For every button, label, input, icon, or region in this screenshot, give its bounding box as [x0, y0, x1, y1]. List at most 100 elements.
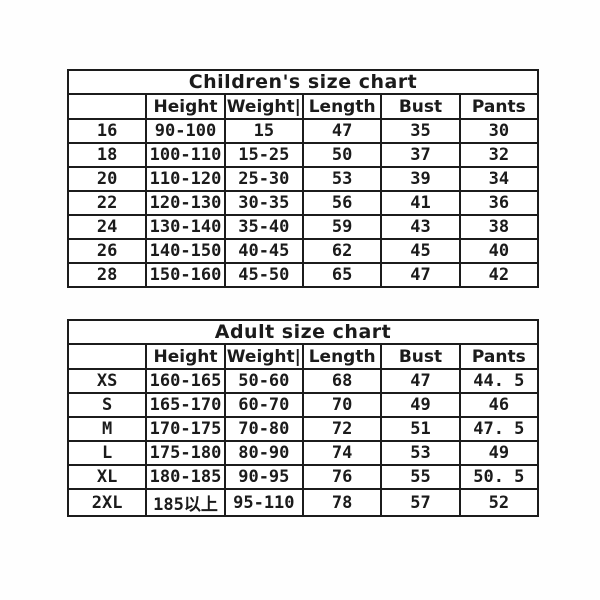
value-cell: 38 — [458, 214, 540, 240]
column-header: Height — [145, 343, 226, 370]
value-cell: 56 — [301, 190, 383, 216]
value-cell: 47 — [380, 262, 461, 288]
value-cell: 130-140 — [145, 214, 226, 240]
table-row: 20 110-120 25-30 53 39 34 — [66, 166, 540, 192]
value-cell: 51 — [380, 416, 461, 442]
value-cell: 78 — [301, 488, 383, 517]
size-label-cell: L — [66, 440, 148, 466]
value-cell: 90-100 — [145, 118, 226, 144]
value-cell: 50. 5 — [458, 464, 540, 490]
value-cell: 59 — [301, 214, 383, 240]
size-label-cell: 24 — [66, 214, 148, 240]
children-table-title: Children's size chart — [67, 69, 539, 95]
value-cell: 36 — [458, 190, 540, 216]
value-cell: 41 — [380, 190, 461, 216]
adult-table-header-row: Height Weight| Length Bust Pants — [66, 343, 540, 370]
value-cell: 53 — [380, 440, 461, 466]
value-cell: 100-110 — [145, 142, 226, 168]
column-header: Height — [145, 93, 226, 120]
value-cell: 25-30 — [223, 166, 304, 192]
value-cell: 46 — [458, 392, 540, 418]
value-cell: 45-50 — [223, 262, 304, 288]
table-row: XL 180-185 90-95 76 55 50. 5 — [66, 464, 540, 490]
size-label-cell: 28 — [66, 262, 148, 288]
value-cell: 150-160 — [145, 262, 226, 288]
table-row: 24 130-140 35-40 59 43 38 — [66, 214, 540, 240]
value-cell: 15 — [223, 118, 304, 144]
column-header: Length — [301, 93, 383, 120]
value-cell: 43 — [380, 214, 461, 240]
size-label-cell: 2XL — [66, 488, 148, 517]
column-header: Weight| — [223, 343, 304, 370]
column-header: Bust — [380, 93, 461, 120]
value-cell: 40-45 — [223, 238, 304, 264]
table-row: XS 160-165 50-60 68 47 44. 5 — [66, 368, 540, 394]
value-cell: 62 — [301, 238, 383, 264]
adult-table-title-row: Adult size chart — [67, 319, 539, 345]
table-row: 28 150-160 45-50 65 47 42 — [66, 262, 540, 288]
value-cell: 47. 5 — [458, 416, 540, 442]
column-header: Length — [301, 343, 383, 370]
size-label-cell: M — [66, 416, 148, 442]
value-cell: 185以上 — [145, 488, 226, 517]
value-cell: 35-40 — [223, 214, 304, 240]
value-cell: 65 — [301, 262, 383, 288]
value-cell: 90-95 — [223, 464, 304, 490]
table-row: M 170-175 70-80 72 51 47. 5 — [66, 416, 540, 442]
value-cell: 42 — [458, 262, 540, 288]
value-cell: 60-70 — [223, 392, 304, 418]
value-cell: 49 — [380, 392, 461, 418]
column-header: Pants — [458, 93, 540, 120]
value-cell: 120-130 — [145, 190, 226, 216]
table-row: 26 140-150 40-45 62 45 40 — [66, 238, 540, 264]
size-label-cell: 22 — [66, 190, 148, 216]
size-label-cell: 18 — [66, 142, 148, 168]
value-cell: 55 — [380, 464, 461, 490]
size-label-cell: 26 — [66, 238, 148, 264]
value-cell: 70-80 — [223, 416, 304, 442]
value-cell: 45 — [380, 238, 461, 264]
table-row: 2XL 185以上 95-110 78 57 52 — [66, 488, 540, 517]
value-cell: 40 — [458, 238, 540, 264]
value-cell: 37 — [380, 142, 461, 168]
value-cell: 175-180 — [145, 440, 226, 466]
value-cell: 140-150 — [145, 238, 226, 264]
size-label-cell: S — [66, 392, 148, 418]
children-table-title-row: Children's size chart — [67, 69, 539, 95]
adult-size-chart-table: Adult size chart Height Weight| Length Bust… — [66, 319, 540, 517]
column-header: Bust — [380, 343, 461, 370]
value-cell: 72 — [301, 416, 383, 442]
value-cell: 30 — [458, 118, 540, 144]
column-header-empty — [66, 93, 148, 120]
value-cell: 53 — [301, 166, 383, 192]
column-header: Weight| — [223, 93, 304, 120]
value-cell: 50 — [301, 142, 383, 168]
adult-table-title: Adult size chart — [67, 319, 539, 345]
value-cell: 74 — [301, 440, 383, 466]
size-label-cell: XL — [66, 464, 148, 490]
column-header: Pants — [458, 343, 540, 370]
table-row: L 175-180 80-90 74 53 49 — [66, 440, 540, 466]
value-cell: 44. 5 — [458, 368, 540, 394]
value-cell: 165-170 — [145, 392, 226, 418]
value-cell: 160-165 — [145, 368, 226, 394]
column-header-empty — [66, 343, 148, 370]
table-row: S 165-170 60-70 70 49 46 — [66, 392, 540, 418]
size-label-cell: XS — [66, 368, 148, 394]
value-cell: 95-110 — [223, 488, 304, 517]
value-cell: 110-120 — [145, 166, 226, 192]
size-label-cell: 16 — [66, 118, 148, 144]
value-cell: 170-175 — [145, 416, 226, 442]
children-table-header-row: Height Weight| Length Bust Pants — [66, 93, 540, 120]
value-cell: 180-185 — [145, 464, 226, 490]
value-cell: 52 — [458, 488, 540, 517]
value-cell: 70 — [301, 392, 383, 418]
value-cell: 34 — [458, 166, 540, 192]
value-cell: 30-35 — [223, 190, 304, 216]
value-cell: 32 — [458, 142, 540, 168]
table-row: 16 90-100 15 47 35 30 — [66, 118, 540, 144]
value-cell: 50-60 — [223, 368, 304, 394]
table-row: 22 120-130 30-35 56 41 36 — [66, 190, 540, 216]
value-cell: 35 — [380, 118, 461, 144]
